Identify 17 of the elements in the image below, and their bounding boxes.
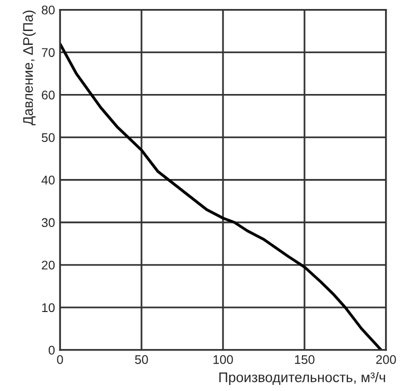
y-tick-label: 10: [42, 303, 55, 312]
x-tick-label: 50: [135, 355, 148, 364]
y-tick-label: 60: [42, 90, 55, 100]
x-tick-label: 100: [214, 355, 233, 364]
y-tick-label: 40: [42, 176, 55, 185]
x-axis-title: Производительность, м³/ч: [219, 372, 386, 385]
y-tick-label: 50: [42, 133, 55, 142]
x-tick-label: 200: [376, 355, 396, 364]
x-tick-label: 0: [57, 355, 63, 364]
y-tick-label: 0: [48, 346, 55, 355]
y-tick-label: 30: [42, 218, 55, 228]
line-series: [60, 42, 382, 350]
y-axis-title: Давление, ΔP(Па): [22, 10, 36, 126]
y-tick-label: 20: [42, 260, 55, 270]
x-tick-label: 150: [295, 355, 314, 364]
y-tick-label: 70: [42, 48, 55, 57]
y-tick-label: 80: [42, 6, 55, 14]
